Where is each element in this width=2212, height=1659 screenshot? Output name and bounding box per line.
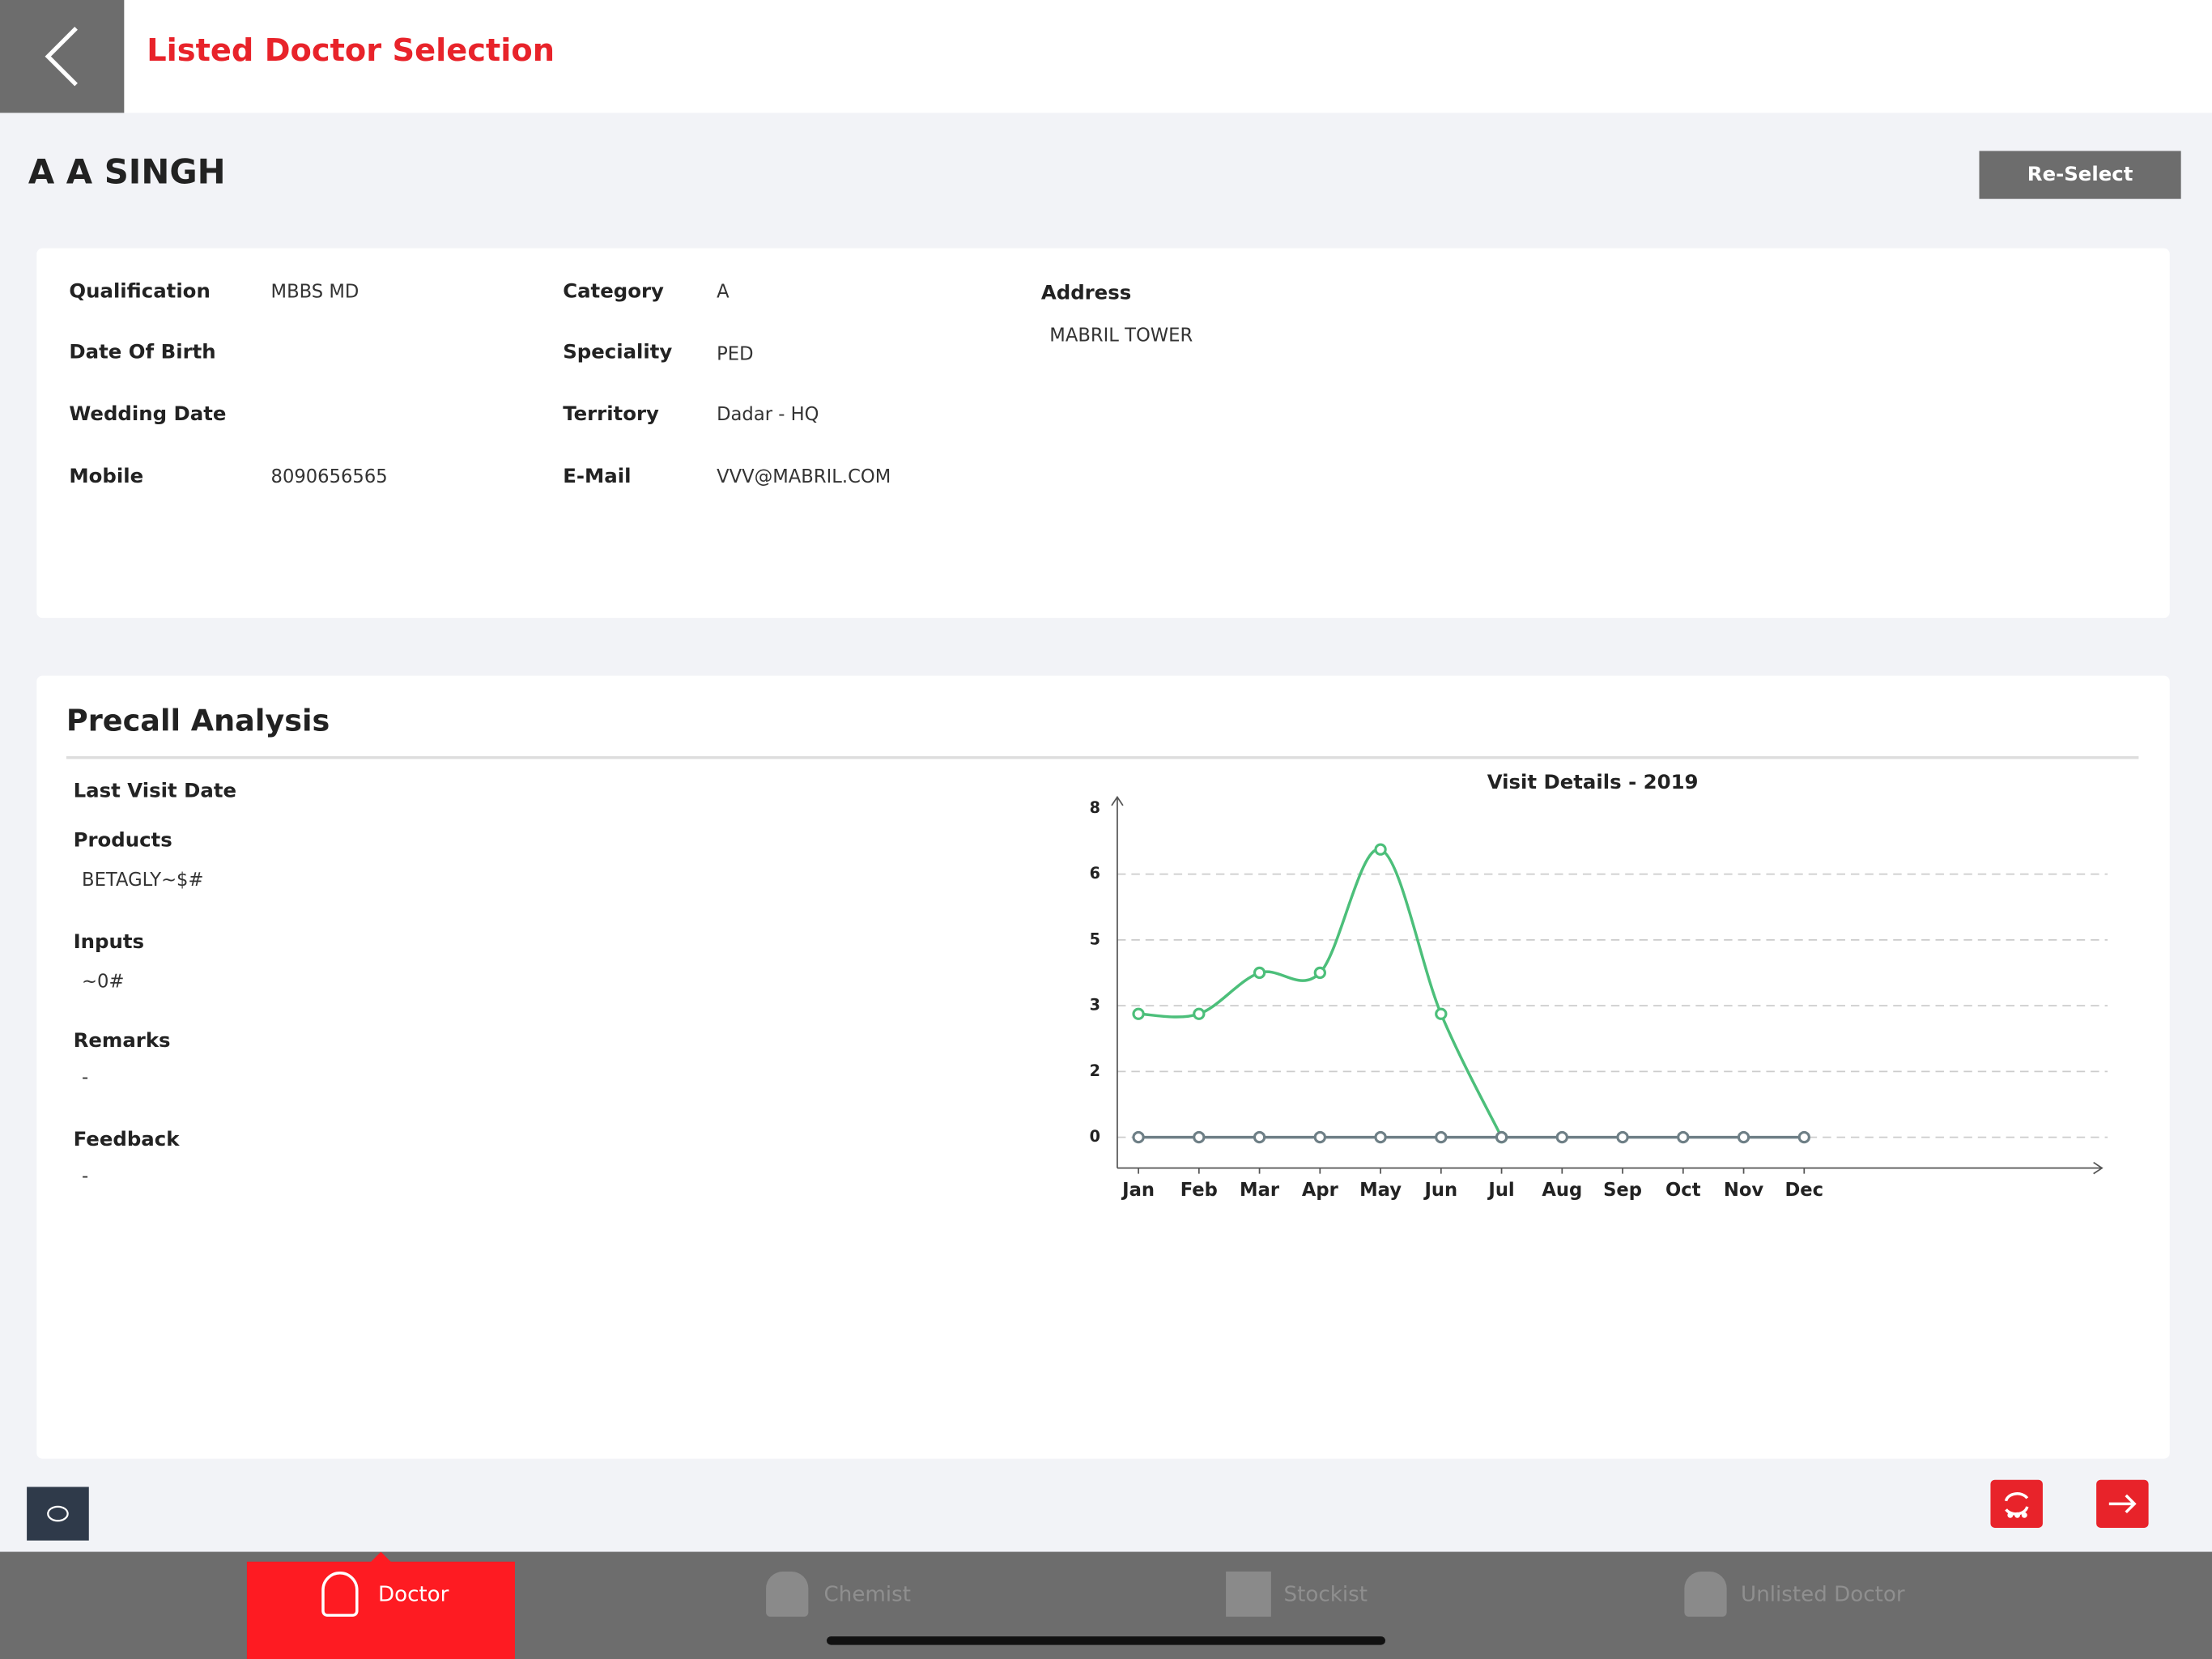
x-tick-label: Jan <box>1121 1180 1155 1201</box>
chat-button[interactable] <box>27 1487 89 1541</box>
data-point <box>1253 1130 1266 1144</box>
data-point <box>1797 1130 1810 1144</box>
data-point <box>1313 966 1326 980</box>
data-point <box>1313 1130 1326 1144</box>
x-tick-label: Nov <box>1724 1180 1764 1201</box>
data-point <box>1374 1130 1387 1144</box>
field-label: Qualification <box>69 280 211 304</box>
data-point <box>1435 1130 1448 1144</box>
field-label: Feedback <box>73 1128 180 1151</box>
data-point <box>1374 843 1387 856</box>
x-tick-label: Oct <box>1665 1180 1701 1201</box>
field-value: VVV@MABRIL.COM <box>717 466 891 488</box>
x-tick-label: Sep <box>1603 1180 1642 1201</box>
field-value: MABRIL TOWER <box>1049 325 1193 347</box>
x-tick-label: Feb <box>1180 1180 1218 1201</box>
refresh-button[interactable] <box>1990 1479 2043 1528</box>
reselect-button[interactable]: Re-Select <box>1979 151 2181 199</box>
data-point <box>1435 1007 1448 1020</box>
section-title: Precall Analysis <box>66 704 330 738</box>
data-point <box>1495 1130 1508 1144</box>
x-tick-label: Aug <box>1542 1180 1582 1201</box>
data-point <box>1737 1130 1750 1144</box>
home-indicator <box>827 1636 1385 1645</box>
field-value: MBBS MD <box>270 282 359 304</box>
y-tick-label: 6 <box>1090 864 1100 883</box>
tab-label[interactable]: Chemist <box>823 1581 912 1607</box>
field-value: PED <box>717 344 754 366</box>
tab-icon <box>1226 1571 1271 1617</box>
x-axis-arrow <box>2093 1161 2104 1175</box>
page-title: Listed Doctor Selection <box>147 33 555 70</box>
y-tick-label: 8 <box>1090 798 1100 817</box>
header <box>0 0 2212 113</box>
field-label: Mobile <box>69 465 144 488</box>
precall-card <box>36 675 2170 1459</box>
tab-icon <box>321 1571 359 1617</box>
details-card <box>36 248 2170 619</box>
field-label: Last Visit Date <box>73 780 237 803</box>
doctor-name: A A SINGH <box>28 152 226 192</box>
tab-label[interactable]: Doctor <box>377 1581 449 1607</box>
field-label: Territory <box>563 403 659 427</box>
tab-label[interactable]: Unlisted Doctor <box>1741 1581 1905 1607</box>
x-tick-label: Apr <box>1302 1180 1339 1201</box>
x-tick-label: May <box>1359 1180 1402 1201</box>
x-tick-label: Jul <box>1487 1180 1514 1201</box>
tab-icon <box>766 1571 809 1617</box>
y-tick-label: 5 <box>1090 929 1100 948</box>
y-tick-label: 3 <box>1090 996 1100 1015</box>
field-label: Products <box>73 829 172 853</box>
field-value: BETAGLY~$# <box>82 870 204 892</box>
data-point <box>1132 1130 1145 1144</box>
divider <box>66 755 2139 759</box>
chart-title: Visit Details - 2019 <box>1487 770 1699 793</box>
data-point <box>1555 1130 1568 1144</box>
series-line <box>1138 848 1504 1138</box>
field-label: Remarks <box>73 1029 171 1053</box>
y-tick-label: 2 <box>1090 1061 1100 1080</box>
back-button[interactable] <box>0 0 125 113</box>
field-label: Address <box>1040 282 1132 305</box>
x-tick-label: Dec <box>1785 1180 1824 1201</box>
y-axis-arrow <box>1111 795 1124 806</box>
field-label: E-Mail <box>563 465 632 488</box>
field-value: ~0# <box>82 972 125 993</box>
tab-active[interactable] <box>246 1561 515 1659</box>
next-button[interactable] <box>2096 1479 2149 1528</box>
x-tick-label: Jun <box>1423 1180 1457 1201</box>
data-point <box>1193 1007 1206 1020</box>
field-label: Inputs <box>73 930 145 954</box>
data-point <box>1132 1007 1145 1020</box>
field-value: - <box>82 1166 89 1189</box>
x-tick-label: Mar <box>1240 1180 1280 1201</box>
field-label: Category <box>563 280 664 304</box>
field-label: Date Of Birth <box>69 341 216 364</box>
data-point <box>1677 1130 1690 1144</box>
field-label: Wedding Date <box>69 403 227 427</box>
data-point <box>1616 1130 1629 1144</box>
tab-label[interactable]: Stockist <box>1283 1581 1368 1607</box>
field-value: A <box>717 282 730 304</box>
field-value: 8090656565 <box>270 466 388 488</box>
field-label: Speciality <box>563 341 673 364</box>
field-value: Dadar - HQ <box>717 405 819 427</box>
data-point <box>1253 966 1266 980</box>
field-value: - <box>82 1067 89 1090</box>
data-point <box>1193 1130 1206 1144</box>
tab-icon <box>1684 1571 1727 1617</box>
y-tick-label: 0 <box>1090 1127 1100 1146</box>
